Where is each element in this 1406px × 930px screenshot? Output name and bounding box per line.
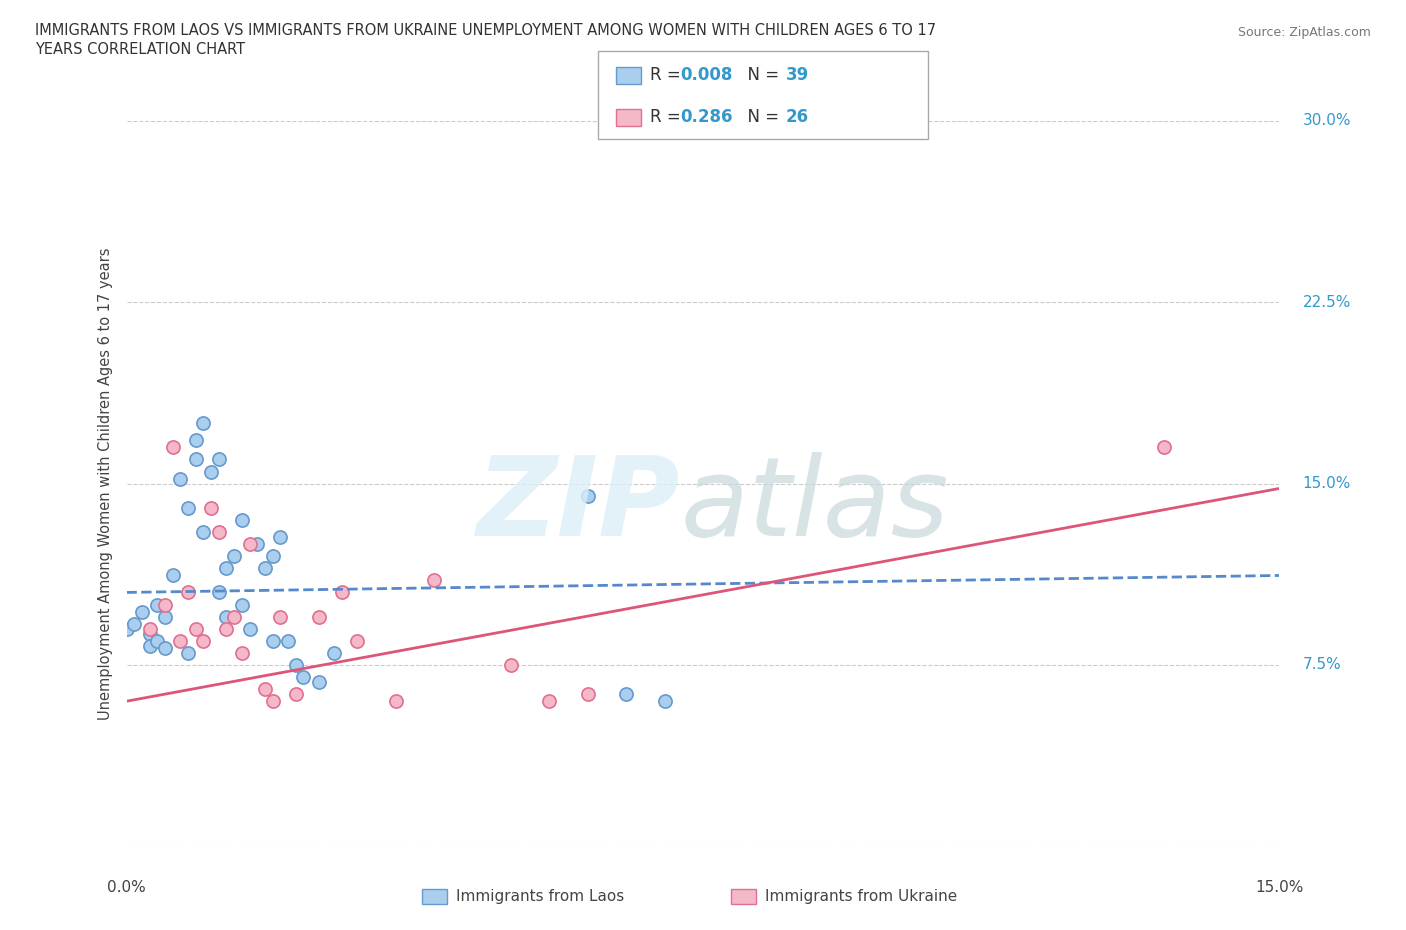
Point [323, 645, 346, 660]
Point [153, 641, 176, 656]
Point [614, 686, 637, 701]
Point [238, 621, 260, 636]
Point [131, 604, 153, 619]
Text: 0.0%: 0.0% [107, 880, 146, 896]
Text: ZIP: ZIP [477, 452, 681, 559]
Point [177, 645, 200, 660]
Text: Source: ZipAtlas.com: Source: ZipAtlas.com [1237, 26, 1371, 39]
Point [200, 500, 222, 515]
Point [138, 638, 160, 653]
Point [269, 529, 291, 544]
Y-axis label: Unemployment Among Women with Children Ages 6 to 17 years: Unemployment Among Women with Children A… [97, 247, 112, 720]
Point [231, 597, 253, 612]
Point [138, 626, 160, 641]
Text: R =: R = [650, 108, 686, 126]
Text: R =: R = [650, 66, 686, 85]
Point [292, 670, 315, 684]
Point [277, 633, 299, 648]
Text: 0.008: 0.008 [681, 66, 733, 85]
Text: 7.5%: 7.5% [1302, 658, 1341, 672]
Text: 22.5%: 22.5% [1302, 295, 1351, 310]
Point [184, 452, 207, 467]
Point [262, 549, 284, 564]
Point [262, 694, 284, 709]
Point [654, 694, 676, 709]
Point [184, 432, 207, 447]
Point [499, 658, 522, 672]
Point [308, 674, 330, 689]
Text: Immigrants from Laos: Immigrants from Laos [456, 889, 624, 904]
Point [238, 537, 260, 551]
Point [346, 633, 368, 648]
Point [162, 440, 184, 455]
Point [262, 633, 284, 648]
Point [193, 633, 215, 648]
Point [215, 561, 238, 576]
Point [538, 694, 561, 709]
Point [423, 573, 446, 588]
Point [193, 525, 215, 539]
Text: IMMIGRANTS FROM LAOS VS IMMIGRANTS FROM UKRAINE UNEMPLOYMENT AMONG WOMEN WITH CH: IMMIGRANTS FROM LAOS VS IMMIGRANTS FROM … [35, 23, 936, 38]
Text: N =: N = [737, 66, 785, 85]
Point [224, 609, 246, 624]
Point [177, 500, 200, 515]
Point [169, 633, 191, 648]
Point [284, 658, 307, 672]
Text: 30.0%: 30.0% [1302, 113, 1351, 128]
Text: N =: N = [737, 108, 785, 126]
Text: 0.286: 0.286 [681, 108, 733, 126]
Point [215, 621, 238, 636]
Point [253, 561, 276, 576]
Point [231, 512, 253, 527]
Point [224, 549, 246, 564]
Point [330, 585, 353, 600]
Point [215, 609, 238, 624]
Text: 15.0%: 15.0% [1256, 880, 1303, 896]
Text: 26: 26 [786, 108, 808, 126]
Point [576, 488, 599, 503]
Point [115, 621, 138, 636]
Point [308, 609, 330, 624]
Text: atlas: atlas [681, 452, 949, 559]
Point [384, 694, 406, 709]
Point [200, 464, 222, 479]
Point [208, 585, 231, 600]
Text: 39: 39 [786, 66, 810, 85]
Point [153, 609, 176, 624]
Point [1153, 440, 1175, 455]
Point [177, 585, 200, 600]
Point [122, 617, 145, 631]
Point [193, 416, 215, 431]
Point [253, 682, 276, 697]
Point [231, 645, 253, 660]
Point [284, 686, 307, 701]
Point [162, 568, 184, 583]
Text: 15.0%: 15.0% [1302, 476, 1351, 491]
Point [208, 525, 231, 539]
Point [153, 597, 176, 612]
Text: Immigrants from Ukraine: Immigrants from Ukraine [765, 889, 957, 904]
Point [146, 633, 169, 648]
Point [246, 537, 269, 551]
Point [138, 621, 160, 636]
Point [269, 609, 291, 624]
Point [184, 621, 207, 636]
Point [169, 472, 191, 486]
Text: YEARS CORRELATION CHART: YEARS CORRELATION CHART [35, 42, 245, 57]
Point [146, 597, 169, 612]
Point [208, 452, 231, 467]
Point [576, 686, 599, 701]
